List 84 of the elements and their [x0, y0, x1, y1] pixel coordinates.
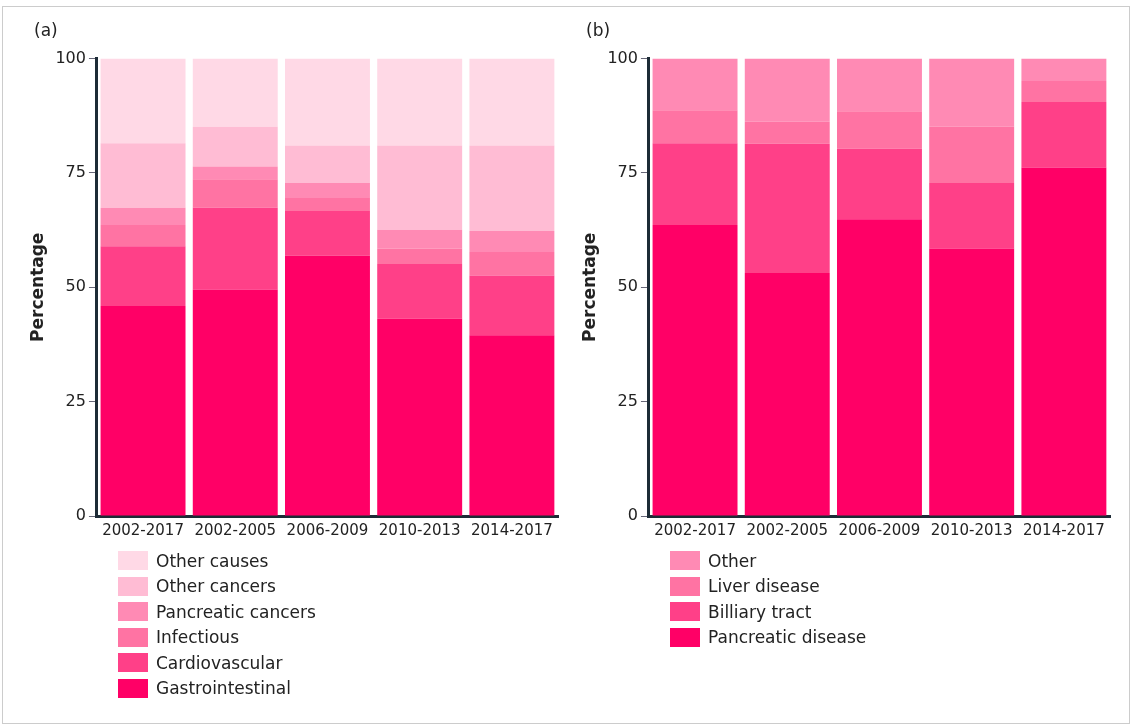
- bar: [929, 126, 1015, 184]
- bar: [100, 58, 186, 144]
- bar: [100, 225, 186, 247]
- bar: [285, 145, 370, 184]
- y-tick-label: 75: [617, 162, 638, 182]
- x-tick-label: 2002-2005: [194, 520, 277, 539]
- x-tick-label: 2006-2009: [838, 520, 921, 539]
- x-tick-label: 2002-2017: [102, 520, 184, 539]
- bar: [192, 289, 278, 516]
- legend-label: Gastrointestinal: [156, 678, 291, 699]
- bar: [652, 58, 738, 111]
- bar: [377, 263, 463, 319]
- legend-label: Cardiovascular: [156, 652, 283, 673]
- chart-title: (b): [586, 20, 612, 42]
- bar: [285, 198, 370, 211]
- bar: [192, 166, 278, 180]
- bar: [100, 207, 186, 226]
- y-tick-label: 0: [75, 505, 86, 525]
- y-tick-label: 0: [627, 505, 638, 525]
- y-axis-title: Percentage: [26, 232, 47, 342]
- bar: [100, 246, 186, 307]
- bar: [192, 58, 278, 127]
- y-tick-label: 50: [65, 276, 86, 296]
- bar: [377, 145, 463, 230]
- x-tick-label: 2014-2017: [471, 520, 553, 539]
- bar: [837, 219, 922, 516]
- x-tick-label: 2014-2017: [1023, 520, 1105, 539]
- legend-label: Pancreatic cancers: [156, 601, 316, 622]
- legend-label: Infectious: [156, 627, 239, 648]
- legend-label: Pancreatic disease: [708, 627, 867, 648]
- bar: [929, 58, 1015, 127]
- bar: [100, 306, 186, 516]
- x-tick-label: 2010-2013: [378, 520, 461, 539]
- bar: [377, 248, 463, 264]
- bar: [1021, 81, 1107, 103]
- bar: [1021, 102, 1107, 168]
- bar: [1021, 167, 1107, 516]
- bar: [744, 121, 830, 144]
- bar: [377, 229, 463, 249]
- legend-label: Other causes: [156, 550, 269, 571]
- bar: [744, 273, 830, 516]
- bar: [192, 179, 278, 208]
- bar: [285, 255, 370, 516]
- y-tick-label: 100: [55, 47, 86, 67]
- bar: [469, 275, 555, 336]
- bar: [377, 318, 463, 516]
- x-tick-label: 2002-2017: [654, 520, 736, 539]
- bar: [192, 207, 278, 290]
- bar: [100, 143, 186, 208]
- bar: [285, 58, 370, 146]
- bar: [744, 143, 830, 274]
- bar: [469, 231, 555, 253]
- bar: [285, 210, 370, 256]
- bar: [285, 183, 370, 199]
- bar: [377, 58, 463, 146]
- y-tick-label: 50: [617, 276, 638, 296]
- legend-label: Other cancers: [156, 576, 276, 597]
- chart-title: (a): [34, 20, 59, 42]
- y-axis-title: Percentage: [578, 232, 599, 342]
- bar: [652, 110, 738, 144]
- x-tick-label: 2002-2005: [746, 520, 829, 539]
- y-tick-label: 25: [617, 390, 638, 410]
- bar: [469, 335, 555, 516]
- bar: [837, 148, 922, 220]
- bar: [469, 252, 555, 276]
- bar: [929, 183, 1015, 249]
- bar: [837, 58, 922, 112]
- legend-label: Billiary tract: [708, 601, 812, 622]
- bar: [929, 248, 1015, 516]
- bar: [652, 225, 738, 516]
- y-tick-label: 75: [65, 162, 86, 182]
- bar: [1021, 58, 1107, 82]
- bar: [469, 58, 555, 146]
- legend-label: Liver disease: [708, 576, 820, 597]
- bar: [192, 126, 278, 167]
- y-tick-label: 25: [65, 390, 86, 410]
- legend-label: Other: [708, 550, 757, 571]
- bar: [469, 145, 555, 232]
- bar: [744, 58, 830, 122]
- bar: [837, 111, 922, 149]
- y-tick-label: 100: [607, 47, 638, 67]
- bar: [652, 143, 738, 226]
- x-tick-label: 2010-2013: [930, 520, 1013, 539]
- x-tick-label: 2006-2009: [286, 520, 369, 539]
